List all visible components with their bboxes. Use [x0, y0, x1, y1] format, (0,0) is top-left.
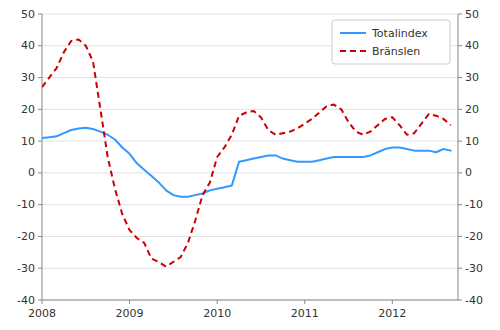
- y-tick-label: 10: [21, 135, 35, 148]
- x-tick-label: 2010: [203, 307, 231, 320]
- y-tick-label: 0: [28, 166, 35, 179]
- y-tick-label: -10: [17, 198, 35, 211]
- y2-tick: [458, 268, 462, 269]
- x-tick: [129, 300, 130, 304]
- legend-box: [332, 20, 450, 64]
- y2-axis-line: [458, 14, 459, 300]
- grid-line: [42, 300, 458, 301]
- y2-tick: [458, 204, 462, 205]
- chart-container: 20082009201020112012-40-30-20-1001020304…: [0, 0, 500, 330]
- x-tick-label: 2011: [291, 307, 319, 320]
- y-tick-label: 40: [21, 39, 35, 52]
- x-tick: [42, 300, 43, 304]
- x-tick: [392, 300, 393, 304]
- y2-tick-label: 40: [465, 39, 479, 52]
- y-tick: [38, 45, 42, 46]
- y-tick: [38, 300, 42, 301]
- y2-tick-label: 20: [465, 103, 479, 116]
- y2-tick: [458, 77, 462, 78]
- y2-tick-label: -40: [465, 294, 483, 307]
- y-tick: [38, 14, 42, 15]
- y-tick: [38, 109, 42, 110]
- y-tick: [38, 236, 42, 237]
- grid: [42, 14, 458, 300]
- series-line: [42, 128, 451, 197]
- y2-tick: [458, 300, 462, 301]
- y-tick: [38, 77, 42, 78]
- y-tick: [38, 204, 42, 205]
- y-tick-label: 20: [21, 103, 35, 116]
- y2-tick: [458, 172, 462, 173]
- chart-svg: 20082009201020112012-40-30-20-1001020304…: [0, 0, 500, 330]
- y2-tick-label: 50: [465, 8, 479, 21]
- axes: 20082009201020112012-40-30-20-1001020304…: [17, 8, 483, 321]
- y2-tick: [458, 14, 462, 15]
- series-line: [42, 39, 451, 266]
- grid-line: [42, 14, 458, 15]
- grid-line: [42, 77, 458, 78]
- y-tick-label: 50: [21, 8, 35, 21]
- x-tick: [304, 300, 305, 304]
- legend-swatch: [340, 32, 366, 34]
- y2-tick-label: -20: [465, 230, 483, 243]
- legend-label: Bränslen: [372, 45, 420, 58]
- plot-area: [42, 39, 451, 266]
- y-tick: [38, 172, 42, 173]
- x-tick-label: 2012: [378, 307, 406, 320]
- legend: Totalindex Bränslen: [332, 20, 450, 64]
- y-tick-label: 30: [21, 71, 35, 84]
- y2-tick-label: 10: [465, 135, 479, 148]
- y2-tick-label: -10: [465, 198, 483, 211]
- y-tick: [38, 141, 42, 142]
- grid-line: [42, 236, 458, 237]
- y-tick-label: -20: [17, 230, 35, 243]
- x-axis-line: [42, 300, 458, 301]
- y-tick-label: -30: [17, 262, 35, 275]
- y-tick: [38, 268, 42, 269]
- x-tick-label: 2009: [116, 307, 144, 320]
- y2-tick: [458, 236, 462, 237]
- legend-swatch: [340, 50, 366, 52]
- grid-line: [42, 204, 458, 205]
- y2-tick-label: 30: [465, 71, 479, 84]
- y2-tick: [458, 141, 462, 142]
- x-tick: [217, 300, 218, 304]
- y-tick-label: -40: [17, 294, 35, 307]
- legend-label: Totalindex: [371, 27, 428, 40]
- y2-tick-label: -30: [465, 262, 483, 275]
- y2-tick: [458, 45, 462, 46]
- y-axis-line: [42, 14, 43, 300]
- grid-line: [42, 109, 458, 110]
- grid-line: [42, 172, 458, 173]
- y2-tick: [458, 109, 462, 110]
- y2-tick-label: 0: [465, 166, 472, 179]
- x-tick-label: 2008: [28, 307, 56, 320]
- background: [0, 0, 500, 330]
- grid-line: [42, 268, 458, 269]
